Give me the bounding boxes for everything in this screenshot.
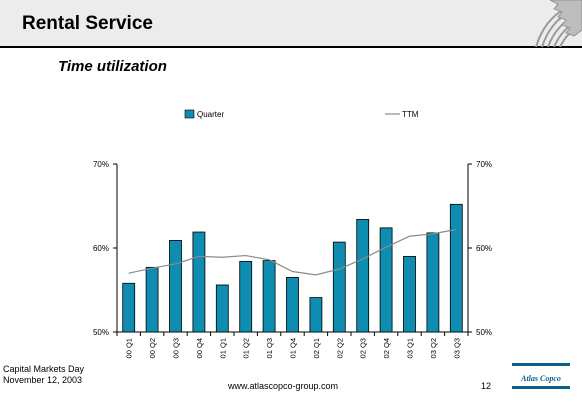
- footer-event: Capital Markets Day November 12, 2003: [3, 364, 84, 386]
- y-tick-label-left: 50%: [93, 328, 109, 337]
- bar-01-q2: [239, 261, 253, 333]
- bar-03-q2: [426, 232, 440, 333]
- title-bar: Rental Service: [0, 0, 582, 48]
- y-tick-label-right: 60%: [476, 244, 492, 253]
- atlas-copco-logo: [512, 363, 570, 389]
- footer-url: www.atlascopco-group.com: [228, 381, 339, 391]
- bar-02-q3: [356, 219, 370, 333]
- x-tick-label: 00 Q1: [125, 338, 134, 358]
- gear-icon: [535, 0, 582, 47]
- bar-00-q2: [145, 266, 159, 333]
- ttm-line: [128, 228, 457, 276]
- legend-quarter-swatch: [184, 109, 195, 119]
- bar-01-q4: [286, 276, 299, 333]
- y-tick-label-right: 50%: [476, 328, 492, 337]
- y-tick-label-left: 70%: [93, 160, 109, 169]
- legend-ttm-label: TTM: [402, 110, 419, 119]
- y-tick-label-right: 70%: [476, 160, 492, 169]
- x-tick-label: 00 Q3: [172, 338, 181, 358]
- chart-subtitle: Time utilization: [58, 58, 167, 75]
- x-tick-label: 01 Q2: [242, 338, 251, 358]
- slide-title: Rental Service: [22, 13, 153, 34]
- legend-quarter-label: Quarter: [197, 110, 224, 119]
- x-tick-label: 00 Q4: [195, 338, 204, 358]
- page-number: 12: [481, 381, 492, 391]
- x-tick-label: 02 Q3: [359, 338, 368, 358]
- bar-02-q4: [379, 227, 393, 333]
- x-tick-label: 02 Q4: [382, 338, 391, 358]
- x-tick-label: 03 Q3: [452, 338, 461, 358]
- x-tick-label: 01 Q1: [218, 338, 227, 358]
- bar-03-q1: [403, 255, 416, 333]
- y-tick-label-left: 60%: [93, 244, 109, 253]
- bar-02-q2: [332, 241, 346, 333]
- logo-text: Atlas Copco: [521, 374, 561, 383]
- bar-01-q1: [215, 284, 229, 333]
- bar-00-q4: [192, 231, 206, 333]
- x-tick-label: 02 Q1: [312, 338, 321, 358]
- bar-01-q3: [262, 260, 276, 333]
- bar-00-q3: [169, 240, 182, 333]
- x-tick-label: 02 Q2: [335, 338, 344, 358]
- bar-02-q1: [309, 297, 323, 333]
- x-tick-label: 03 Q2: [429, 338, 438, 358]
- bar-03-q3: [449, 203, 463, 333]
- bar-00-q1: [122, 282, 136, 333]
- x-tick-label: 01 Q4: [289, 338, 298, 358]
- x-tick-label: 03 Q1: [406, 338, 415, 358]
- x-tick-label: 00 Q2: [148, 338, 157, 358]
- footer-event-name: Capital Markets Day: [3, 364, 85, 374]
- x-tick-label: 01 Q3: [265, 338, 274, 358]
- footer-event-date: November 12, 2003: [3, 375, 83, 385]
